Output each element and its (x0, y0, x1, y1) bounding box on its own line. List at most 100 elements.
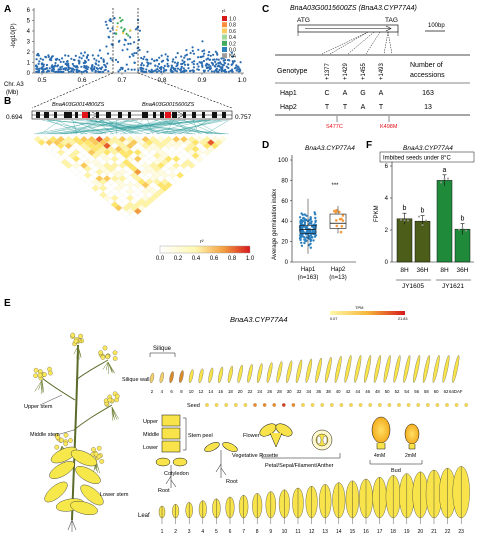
panel-e-bud-bracket (369, 460, 423, 465)
panel-a-point (116, 25, 119, 28)
panel-c-header-pos: +1377 (325, 62, 331, 80)
panel-a-point (222, 64, 225, 67)
panel-c-mut1: S477C (326, 124, 343, 130)
panel-f-barchart: BnaA3.CYP77A4 Imbibed seeds under 8°C FP… (374, 145, 475, 290)
panel-b-arrow (91, 111, 99, 119)
panel-e-plant-leaf (80, 484, 104, 506)
panel-a-point (133, 52, 136, 55)
panel-d-point-hap2 (334, 211, 338, 214)
panel-a-point (227, 63, 230, 66)
panel-a-point (215, 52, 219, 55)
panel-e-seed-dot (291, 403, 296, 407)
panel-a-point (145, 58, 148, 61)
panel-d-ytick-label: 20 (281, 240, 288, 246)
panel-a-point (93, 67, 96, 71)
panel-e-flower-head (91, 447, 96, 452)
panel-a-point (127, 34, 130, 37)
panel-b-exon (172, 112, 177, 118)
panel-e-seed-dot (368, 403, 373, 407)
panel-b-legend-tick: 0.2 (174, 256, 183, 262)
panel-e-cotyledon-left (155, 457, 171, 467)
panel-e-silique-day: 6 (170, 389, 173, 394)
panel-a-point (183, 56, 186, 59)
panel-e-flower-head (93, 451, 99, 457)
panel-d-points (298, 209, 345, 249)
panel-a-point (35, 58, 38, 61)
panel-a-point (180, 65, 183, 69)
panel-e-seed-dot (358, 403, 363, 407)
panel-a-xtick-label: 0.7 (117, 77, 126, 84)
panel-a-point (164, 53, 167, 56)
panel-a-point (185, 53, 189, 56)
panel-a-point (162, 67, 165, 70)
panel-b-ld-triangle (33, 135, 227, 222)
panel-e-bud-4mm-label: 4mM (374, 453, 385, 459)
panel-a-point (143, 55, 146, 58)
panel-e-leaf-number: 6 (229, 529, 232, 535)
panel-a-point (217, 62, 220, 65)
panel-a-point (109, 30, 112, 33)
panel-c-row-allele: C (324, 90, 329, 97)
panel-b-exon (128, 112, 131, 118)
panel-e-anther-left (316, 435, 322, 445)
panel-d-point-hap1 (301, 233, 304, 236)
panel-c-header-genotype: Genotype (277, 68, 307, 75)
panel-a-point (217, 58, 220, 61)
panel-b-exon (192, 112, 196, 118)
panel-a-point (114, 32, 118, 35)
panel-a-xtick-label: 0.5 (37, 77, 46, 84)
panel-a-point (186, 58, 189, 61)
panel-e-stem-peel: Upper Middle Lower Stem peel (143, 414, 213, 453)
panel-a-point (150, 58, 154, 61)
panel-d-boxplot: BnaA3.CYP77A4 Average germination index … (272, 145, 356, 281)
panel-e-silique-day: 52 (395, 389, 400, 394)
panel-e-cotyledon-right (172, 457, 188, 467)
panel-a-point (142, 67, 145, 70)
panel-e-plant (33, 332, 120, 532)
panel-e-silique-day: 54 (404, 389, 409, 394)
panel-a-point (176, 67, 180, 70)
panel-f-point (425, 219, 427, 222)
panel-a-point (117, 70, 120, 73)
panel-c-header-pos: +1493 (379, 62, 385, 80)
panel-e-silique-day: 30 (287, 389, 292, 394)
panel-a-point (160, 70, 163, 73)
panel-a-point (98, 67, 102, 70)
panel-d-group2: Hap2 (331, 267, 346, 273)
panel-e-pedicel (41, 379, 45, 393)
panel-a-xtick-label: 0.9 (197, 77, 206, 84)
panel-b-exon (153, 112, 156, 118)
panel-d-point-hap2 (340, 225, 344, 228)
panel-e-silique (149, 372, 155, 384)
panel-a-point (235, 64, 238, 67)
panel-e-silique-bracket (149, 352, 176, 357)
panel-e-middle-stem: Middle stem (30, 432, 60, 438)
panel-b-legend-tick: 0.4 (192, 256, 201, 262)
panel-c-row-allele: T (325, 104, 330, 111)
panel-e-silique-day: 4 (161, 389, 164, 394)
panel-a-point (116, 60, 120, 64)
panel-a-point (113, 17, 116, 20)
panel-a-point (140, 69, 144, 72)
panel-d-ytick-label: 60 (281, 199, 288, 205)
panel-a-point (66, 60, 69, 63)
panel-e-flower-head (107, 397, 113, 403)
panel-a-legend-swatch (222, 53, 227, 59)
panel-a-point (216, 70, 219, 73)
panel-f-bar (436, 180, 453, 263)
panel-a-point (130, 68, 133, 71)
panel-d-point-hap1 (313, 211, 316, 214)
panel-b-snp-line (185, 119, 209, 135)
panel-a-point (233, 60, 236, 63)
panel-a-point (235, 69, 238, 72)
panel-a-point (213, 58, 216, 61)
panel-a-point (166, 55, 169, 58)
panel-a-legend-label: 1.0 (229, 17, 236, 23)
panel-e-seed-dot (253, 403, 257, 407)
panel-a-ytick-label: 0 (27, 71, 31, 77)
panel-a-point (106, 52, 110, 55)
panel-a-legend-swatch (222, 34, 227, 40)
panel-e-flower-head (42, 372, 47, 377)
panel-e-silique (276, 361, 283, 383)
panel-b-zoom-right (137, 72, 233, 109)
